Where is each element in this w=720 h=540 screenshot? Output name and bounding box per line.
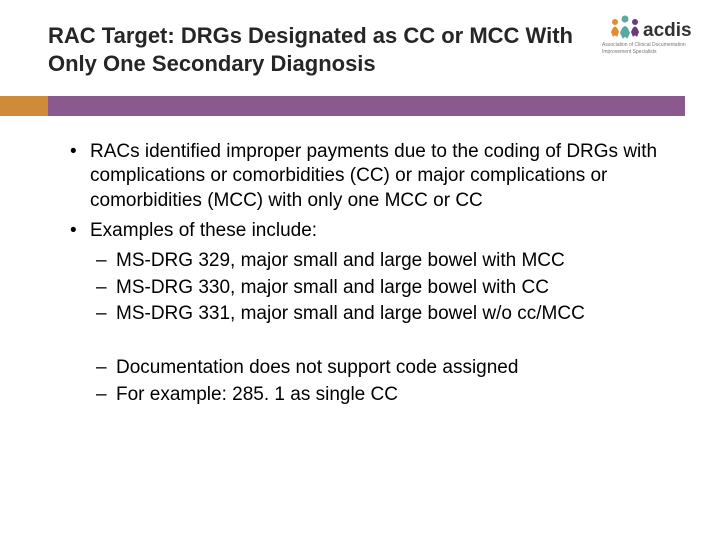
bullet-item: RACs identified improper payments due to… [66,140,672,213]
bullet-text: RACs identified improper payments due to… [90,141,657,211]
sub-bullet-item: Documentation does not support code assi… [90,356,672,380]
logo-icon: acdis Association of Clinical Documentat… [602,12,702,58]
sub-bullet-text: Documentation does not support code assi… [116,357,518,378]
sub-bullet-text: MS-DRG 330, major small and large bowel … [116,277,549,298]
accent-orange [0,96,48,116]
sub-bullet-item: MS-DRG 331, major small and large bowel … [90,302,672,326]
accent-bar [0,96,720,116]
sub-bullet-text: MS-DRG 329, major small and large bowel … [116,250,565,271]
sub-bullet-text: MS-DRG 331, major small and large bowel … [116,303,585,324]
title-block: RAC Target: DRGs Designated as CC or MCC… [48,22,590,77]
bullet-text: Examples of these include: [90,220,317,241]
acdis-logo: acdis Association of Clinical Documentat… [602,12,702,58]
sub-bullet-item: MS-DRG 329, major small and large bowel … [90,249,672,273]
slide-title: RAC Target: DRGs Designated as CC or MCC… [48,22,590,77]
svg-text:acdis: acdis [643,20,692,41]
svg-text:Association of Clinical Docume: Association of Clinical Documentation [602,42,686,48]
sub-bullet-text: For example: 285. 1 as single CC [116,384,398,405]
accent-purple [48,96,685,116]
svg-text:Improvement Specialists: Improvement Specialists [602,49,657,55]
slide: acdis Association of Clinical Documentat… [0,0,720,540]
content-area: RACs identified improper payments due to… [66,140,672,409]
sub-bullet-item: MS-DRG 330, major small and large bowel … [90,276,672,300]
sub-bullet-item: For example: 285. 1 as single CC [90,383,672,407]
secondary-group: Documentation does not support code assi… [66,356,672,407]
bullet-item: Examples of these include: [66,219,672,243]
